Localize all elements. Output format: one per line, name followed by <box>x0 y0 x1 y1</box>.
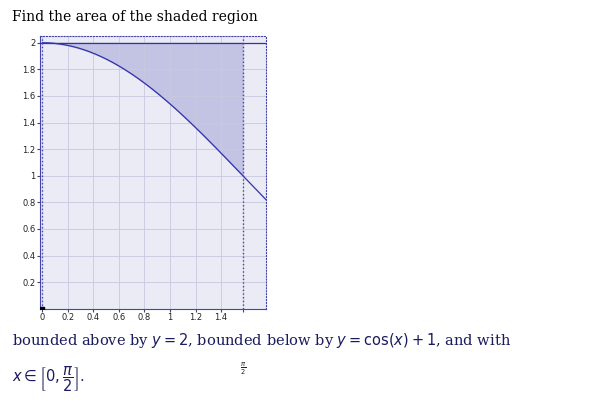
Text: $\frac{\pi}{2}$: $\frac{\pi}{2}$ <box>240 360 246 377</box>
Text: bounded above by $y = 2$, bounded below by $y = \cos(x) + 1$, and with: bounded above by $y = 2$, bounded below … <box>12 331 511 350</box>
Text: Find the area of the shaded region: Find the area of the shaded region <box>12 10 258 24</box>
Text: $x \in \left[0, \dfrac{\pi}{2}\right]$.: $x \in \left[0, \dfrac{\pi}{2}\right]$. <box>12 365 85 395</box>
